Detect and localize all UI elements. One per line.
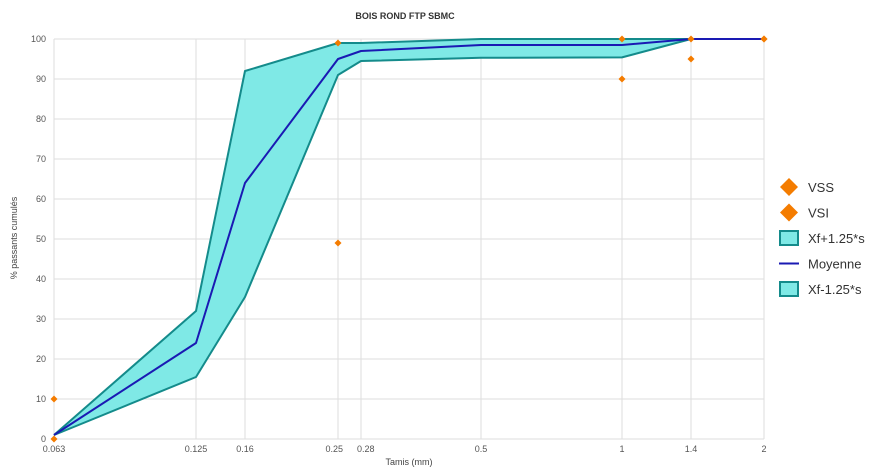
x-tick-label: 1.4	[685, 444, 698, 454]
x-tick-label: 0.5	[475, 444, 488, 454]
marker-vss	[50, 395, 58, 403]
series-lines	[53, 38, 764, 436]
legend-swatch-band	[779, 281, 799, 297]
legend-label: VSS	[808, 180, 834, 195]
legend-swatch-band	[779, 230, 799, 246]
legend-swatch-vss	[780, 178, 798, 196]
x-tick-label: 0.125	[185, 444, 208, 454]
y-tick-label: 100	[31, 34, 46, 44]
y-tick-label: 10	[36, 394, 46, 404]
x-tick-labels: 0.063 0.125 0.16 0.25 0.28 0.5 1 1.4 2	[43, 444, 767, 454]
y-tick-label: 20	[36, 354, 46, 364]
y-tick-label: 50	[36, 234, 46, 244]
marker-vss	[687, 35, 695, 43]
chart-title: BOIS ROND FTP SBMC	[355, 11, 455, 21]
marker-vsi	[760, 35, 768, 43]
marker-vsi	[334, 239, 342, 247]
y-tick-labels: 0 10 20 30 40 50 60 70 80 90 100	[31, 34, 46, 444]
legend: VSS VSI Xf+1.25*s Moyenne Xf-1.25*s	[779, 178, 865, 297]
x-tick-label: 0.28	[357, 444, 375, 454]
x-tick-label: 0.16	[236, 444, 254, 454]
spec-markers	[50, 35, 768, 443]
y-axis-title: % passants cumulés	[9, 196, 19, 279]
x-tick-label: 2	[761, 444, 766, 454]
x-tick-label: 0.063	[43, 444, 66, 454]
y-tick-label: 0	[41, 434, 46, 444]
y-tick-label: 80	[36, 114, 46, 124]
legend-label: VSI	[808, 206, 829, 221]
x-tick-label: 1	[619, 444, 624, 454]
legend-swatch-vsi	[780, 203, 798, 222]
marker-vss	[618, 35, 626, 43]
marker-vsi	[618, 75, 626, 83]
series-lower-line	[53, 38, 764, 436]
series-upper-line	[53, 38, 764, 436]
envelope-fill	[54, 39, 764, 435]
legend-label: Moyenne	[808, 257, 861, 272]
x-tick-label: 0.25	[325, 444, 343, 454]
legend-label: Xf-1.25*s	[808, 282, 862, 297]
y-tick-label: 60	[36, 194, 46, 204]
envelope-band	[54, 39, 764, 435]
y-tick-label: 70	[36, 154, 46, 164]
marker-vsi	[687, 55, 695, 63]
marker-vsi	[50, 435, 58, 443]
y-tick-label: 30	[36, 314, 46, 324]
legend-label: Xf+1.25*s	[808, 231, 865, 246]
y-tick-label: 90	[36, 74, 46, 84]
series-mean-line	[53, 38, 764, 436]
marker-vss	[334, 39, 342, 47]
x-axis-title: Tamis (mm)	[386, 457, 433, 467]
y-tick-label: 40	[36, 274, 46, 284]
